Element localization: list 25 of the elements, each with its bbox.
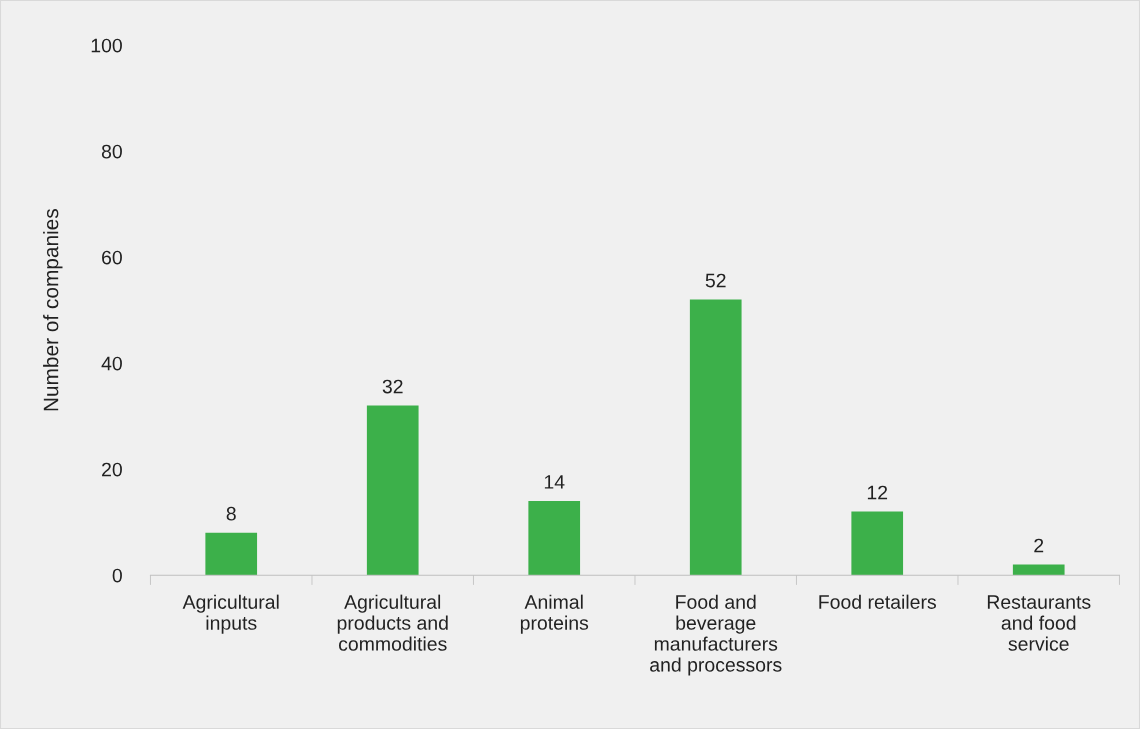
bar (689, 299, 742, 576)
y-tick-label: 0 (112, 568, 122, 583)
x-tick-label: Agricultural products and commodities (337, 594, 448, 651)
y-tick-label: 40 (101, 356, 122, 371)
y-axis-title: Number of companies (43, 209, 63, 411)
x-tick-label: Food retailers (819, 594, 936, 609)
x-tick-label: Food and beverage manufacturers and processors (650, 594, 782, 676)
data-label: 12 (867, 485, 888, 500)
data-label: 2 (1034, 538, 1044, 553)
bar (366, 405, 419, 576)
x-tick-label: Animal proteins (520, 594, 589, 634)
bar (851, 511, 904, 576)
x-tick-label: Agricultural inputs (182, 594, 279, 634)
bar (205, 532, 258, 576)
y-tick-label: 100 (91, 38, 122, 53)
data-label: 8 (226, 506, 236, 521)
y-tick-label: 80 (101, 144, 122, 159)
x-tick-label: Restaurants and food service (987, 595, 1091, 651)
bar (1012, 564, 1065, 576)
data-label: 52 (705, 273, 726, 288)
y-tick-label: 60 (102, 250, 122, 265)
data-label: 14 (544, 475, 565, 489)
data-label: 32 (382, 379, 403, 394)
bar (528, 500, 581, 576)
y-tick-label: 20 (102, 462, 122, 477)
